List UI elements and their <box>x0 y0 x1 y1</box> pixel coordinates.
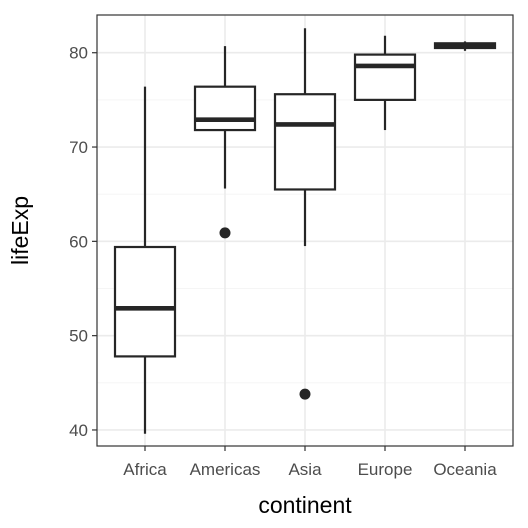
x-tick-label: Europe <box>358 460 413 479</box>
box-body <box>193 85 257 132</box>
y-tick-label: 70 <box>69 138 88 157</box>
box-europe <box>353 35 417 131</box>
x-tick-label: Oceania <box>433 460 497 479</box>
box-africa <box>113 86 177 434</box>
y-tick-label: 60 <box>69 232 88 251</box>
box-body <box>353 53 417 101</box>
box-series <box>113 28 497 434</box>
box-body <box>273 93 337 191</box>
y-axis: 40 50 60 70 80 <box>69 44 97 440</box>
y-axis-title: lifeExp <box>7 196 33 265</box>
y-tick-label: 80 <box>69 44 88 63</box>
box-body <box>113 245 177 358</box>
box-oceania <box>433 41 497 51</box>
y-tick-label: 40 <box>69 421 88 440</box>
x-axis: Africa Americas Asia Europe Oceania <box>123 446 497 479</box>
x-tick-label: Americas <box>190 460 261 479</box>
box-americas <box>193 46 257 239</box>
x-tick-label: Asia <box>288 460 322 479</box>
x-axis-title: continent <box>258 492 352 518</box>
outlier-point <box>219 227 231 239</box>
y-tick-label: 50 <box>69 327 88 346</box>
x-tick-label: Africa <box>123 460 167 479</box>
box-asia <box>273 28 337 400</box>
outlier-point <box>299 388 311 400</box>
